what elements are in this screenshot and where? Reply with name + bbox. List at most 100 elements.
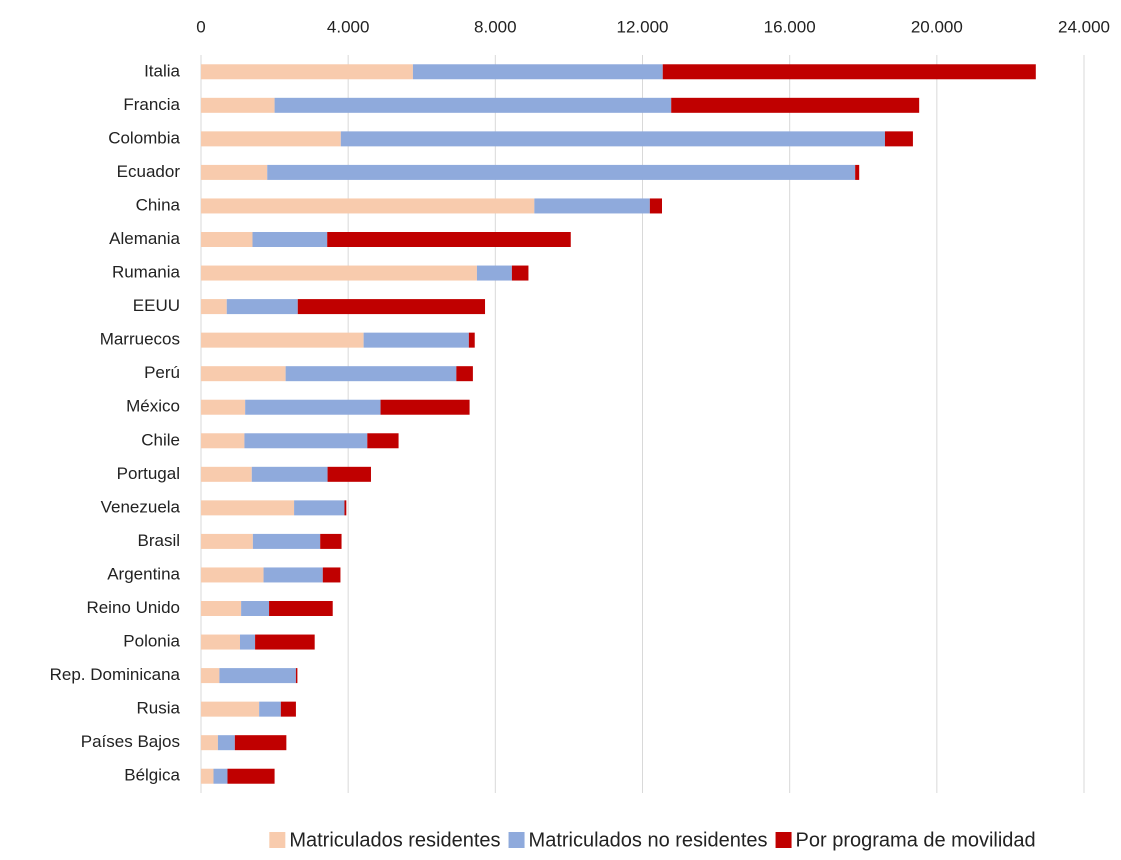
bar-segment [855,164,860,180]
bar-segment [201,668,220,684]
y-tick-label: Francia [123,95,180,114]
bar-segment [201,366,286,382]
y-tick-label: Portugal [117,464,180,483]
bar-segment [227,768,275,784]
legend-swatch [775,832,792,848]
bar-segment [259,701,281,717]
bar-segment [884,131,913,147]
bar-segment [285,366,457,382]
bar-segment [344,500,347,516]
bar-segment [226,299,298,315]
bar-segment [274,97,672,113]
y-tick-label: Venezuela [101,497,181,516]
bar-segment [468,332,475,348]
bar-segment [269,601,333,616]
bar-segment [295,668,298,684]
bar-segment [320,533,342,549]
legend-swatch [508,832,525,848]
y-tick-label: Colombia [108,128,180,147]
y-tick-label: Rumania [112,263,181,282]
bar-segment [340,131,885,147]
legend-label: Matriculados residentes [289,829,500,851]
bar-segment [252,533,321,549]
bar-segment [201,601,242,616]
x-tick-label: 4.000 [327,17,370,36]
bar-segment [363,332,469,348]
bar-segment [534,198,650,214]
bar-segment [213,768,228,784]
y-tick-label: Brasil [137,531,180,550]
y-tick-label: Polonia [123,632,180,651]
bar-segment [201,567,264,583]
bar-segment [327,466,371,482]
bar-segment [201,232,253,247]
bar-segment [217,735,235,751]
bar-segment [201,198,535,214]
bar-segment [267,164,856,180]
bar-segment [201,164,268,180]
bar-segment [201,399,246,415]
bar-segment [456,366,473,382]
bar-segment [201,265,477,281]
bar-segment [201,701,260,717]
bar-segment [367,433,399,449]
y-tick-label: Ecuador [117,162,181,181]
bar-segment [327,232,571,247]
bar-segment [263,567,323,583]
y-tick-label: Perú [144,363,180,382]
y-tick-label: Bélgica [124,766,180,785]
bar-segment [476,265,512,281]
x-tick-label: 8.000 [474,17,517,36]
y-tick-label: Rep. Dominicana [50,665,181,684]
bar-segment [511,265,529,281]
bar-segment [201,332,364,348]
bar-segment [662,64,1036,80]
y-tick-label: China [136,195,181,214]
bar-segment [201,97,275,113]
bar-segment [201,466,252,482]
legend-label: Matriculados no residentes [529,829,768,851]
bar-segment [201,735,218,751]
bar-segment [412,64,663,80]
y-tick-label: Rusia [137,699,181,718]
y-tick-label: Italia [144,61,180,80]
bar-segment [234,735,287,751]
y-tick-label: Argentina [107,564,180,583]
bar-segment [280,701,296,717]
bar-segment [201,634,240,650]
bar-segment [201,500,295,516]
x-tick-label: 16.000 [764,17,816,36]
y-tick-label: Alemania [109,229,180,248]
y-tick-label: Chile [141,430,180,449]
bar-segment [255,634,315,650]
bar-segment [219,668,296,684]
bar-segment [201,131,341,147]
bar-segment [649,198,662,214]
bar-segment [671,97,920,113]
bar-segment [245,399,381,415]
y-tick-label: México [126,397,180,416]
x-tick-label: 0 [196,17,205,36]
bar-segment [201,299,227,315]
bar-segment [201,533,253,549]
bar-segment [380,399,470,415]
bar-segment [322,567,341,583]
legend-swatch [269,832,286,848]
x-tick-label: 24.000 [1058,17,1110,36]
bar-segment [244,433,368,449]
bar-segment [201,768,214,784]
y-tick-label: EEUU [133,296,180,315]
bar-segment [241,601,270,616]
bar-segment [201,433,245,449]
y-tick-label: Marruecos [100,330,180,349]
bar-segment [251,466,328,482]
y-tick-label: Reino Unido [86,598,180,617]
bar-segment [252,232,328,247]
legend-label: Por programa de movilidad [796,829,1036,851]
x-tick-label: 20.000 [911,17,963,36]
bar-segment [297,299,486,315]
bar-segment [294,500,345,516]
bar-segment [201,64,413,80]
x-tick-label: 12.000 [617,17,669,36]
